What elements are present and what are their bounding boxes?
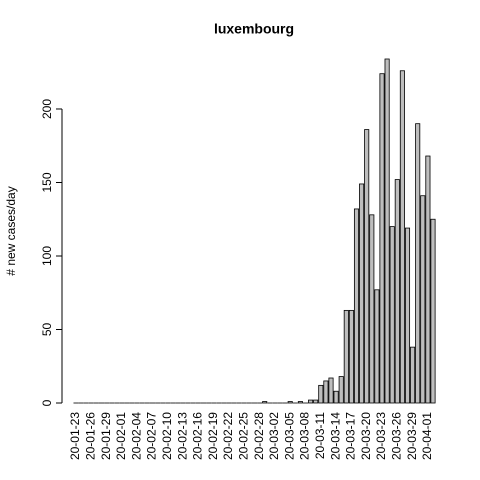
x-tick-label: 20-03-11 — [313, 412, 327, 459]
bar — [369, 214, 375, 404]
y-tick-label: 200 — [40, 99, 54, 119]
bar — [384, 58, 390, 404]
y-tick-label: 0 — [40, 399, 54, 406]
bar — [297, 401, 303, 404]
bar — [425, 155, 431, 404]
bar — [262, 401, 268, 404]
x-tick-label: 20-03-08 — [298, 412, 312, 460]
x-tick-label: 20-02-16 — [191, 412, 205, 460]
bar — [359, 183, 365, 404]
x-tick-label: 20-01-23 — [68, 412, 82, 460]
x-tick-label: 20-03-05 — [282, 412, 296, 460]
bar — [415, 123, 421, 404]
bar — [404, 227, 411, 404]
x-tick-label: 20-02-04 — [129, 412, 143, 460]
bar — [364, 129, 370, 404]
bar — [374, 289, 380, 404]
bar — [348, 309, 354, 404]
x-tick-label: 20-03-20 — [359, 412, 373, 460]
bar — [420, 195, 426, 404]
x-tick-label: 20-02-10 — [160, 412, 174, 460]
x-tick-label: 20-03-17 — [344, 412, 358, 460]
bar — [353, 208, 360, 404]
bar — [338, 376, 344, 404]
bar — [287, 401, 293, 404]
x-tick-label: 20-01-29 — [99, 412, 113, 460]
y-tick-label: 50 — [40, 323, 54, 337]
bar — [394, 179, 400, 404]
bar — [389, 226, 395, 404]
bar — [318, 384, 324, 404]
x-tick-label: 20-02-13 — [175, 412, 189, 460]
x-tick-label: 20-02-28 — [252, 412, 266, 460]
x-tick-label: 20-03-02 — [267, 412, 281, 460]
bar — [313, 399, 319, 404]
bar — [379, 73, 385, 404]
bar — [308, 399, 314, 404]
y-tick-label: 100 — [40, 246, 54, 266]
bar — [328, 377, 334, 404]
chart-title: luxembourg — [214, 21, 294, 37]
bar — [399, 70, 405, 404]
bar — [323, 380, 329, 404]
x-tick-label: 20-02-01 — [114, 412, 128, 460]
x-tick-label: 20-02-22 — [221, 412, 235, 460]
bar — [333, 390, 339, 404]
x-tick-label: 20-02-25 — [236, 412, 250, 460]
x-tick-label: 20-02-19 — [206, 412, 220, 460]
y-tick-label: 150 — [40, 172, 54, 192]
x-tick-label: 20-03-23 — [374, 412, 388, 460]
bar — [343, 309, 349, 404]
x-tick-label: 20-02-07 — [145, 412, 159, 460]
bar — [410, 346, 416, 404]
x-tick-label: 20-03-29 — [405, 412, 419, 460]
bar — [430, 218, 436, 404]
x-tick-label: 20-01-26 — [83, 412, 97, 460]
x-tick-label: 20-03-14 — [328, 412, 342, 460]
y-axis-label: # new cases/day — [4, 186, 18, 275]
x-tick-label: 20-04-01 — [420, 412, 434, 460]
x-tick-label: 20-03-26 — [389, 412, 403, 460]
